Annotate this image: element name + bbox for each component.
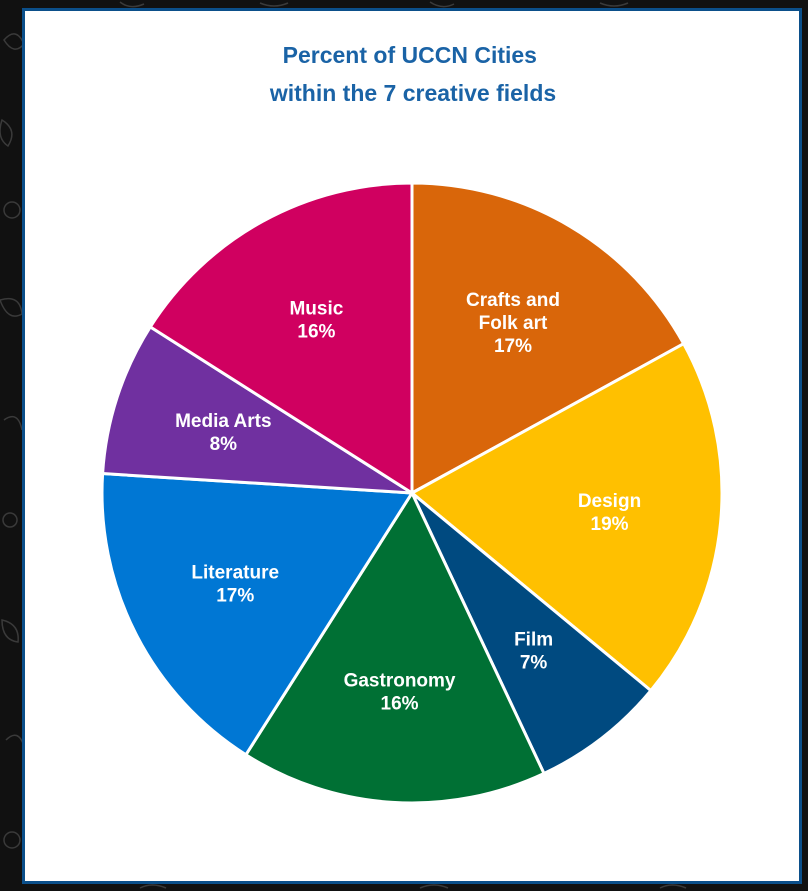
slice-label-design: Design 19% [578, 491, 641, 535]
chart-title-line-2: within the 7 creative fields [269, 80, 556, 106]
pie-labels: Crafts and Folk art 17%Design 19%Film 7%Gast… [175, 290, 641, 714]
slice-name-label: Crafts and [466, 290, 560, 311]
slice-value-label: 16% [297, 322, 335, 343]
slice-label-literature: Literature 17% [191, 563, 279, 607]
slice-label-music: Music 16% [289, 299, 343, 343]
pie-slice-crafts-and-folk-art [410, 181, 686, 495]
slice-label-gastronomy: Gastronomy 16% [344, 671, 456, 715]
slice-value-label: 17% [494, 336, 532, 357]
slice-name-label: Literature [191, 563, 279, 584]
slice-name-label: Folk art [479, 313, 548, 334]
slice-label-media-arts: Media Arts 8% [175, 411, 271, 455]
slice-label-film: Film 7% [514, 629, 553, 673]
pie-slice-media-arts [101, 325, 414, 495]
slice-value-label: 16% [381, 694, 419, 715]
pie-slice-film [410, 491, 653, 775]
slice-label-crafts-and-folk-art: Crafts and Folk art 17% [466, 290, 560, 357]
slice-value-label: 8% [210, 434, 238, 455]
slice-name-label: Film [514, 629, 553, 650]
slice-value-label: 19% [591, 514, 629, 535]
slice-name-label: Media Arts [175, 411, 271, 432]
pie-slice-music [148, 181, 414, 495]
pie-slice-design [410, 342, 724, 693]
pie-slices [100, 181, 724, 805]
slice-value-label: 17% [216, 586, 254, 607]
pie-slice-gastronomy [244, 491, 546, 805]
slice-name-label: Design [578, 491, 641, 512]
slice-name-label: Gastronomy [344, 671, 456, 692]
slice-name-label: Music [289, 299, 343, 320]
chart-title-line-1: Percent of UCCN Cities [283, 42, 537, 68]
slice-value-label: 7% [520, 652, 548, 673]
chart-title: Percent of UCCN Cities within the 7 crea… [269, 42, 556, 106]
pie-slice-literature [100, 472, 414, 757]
